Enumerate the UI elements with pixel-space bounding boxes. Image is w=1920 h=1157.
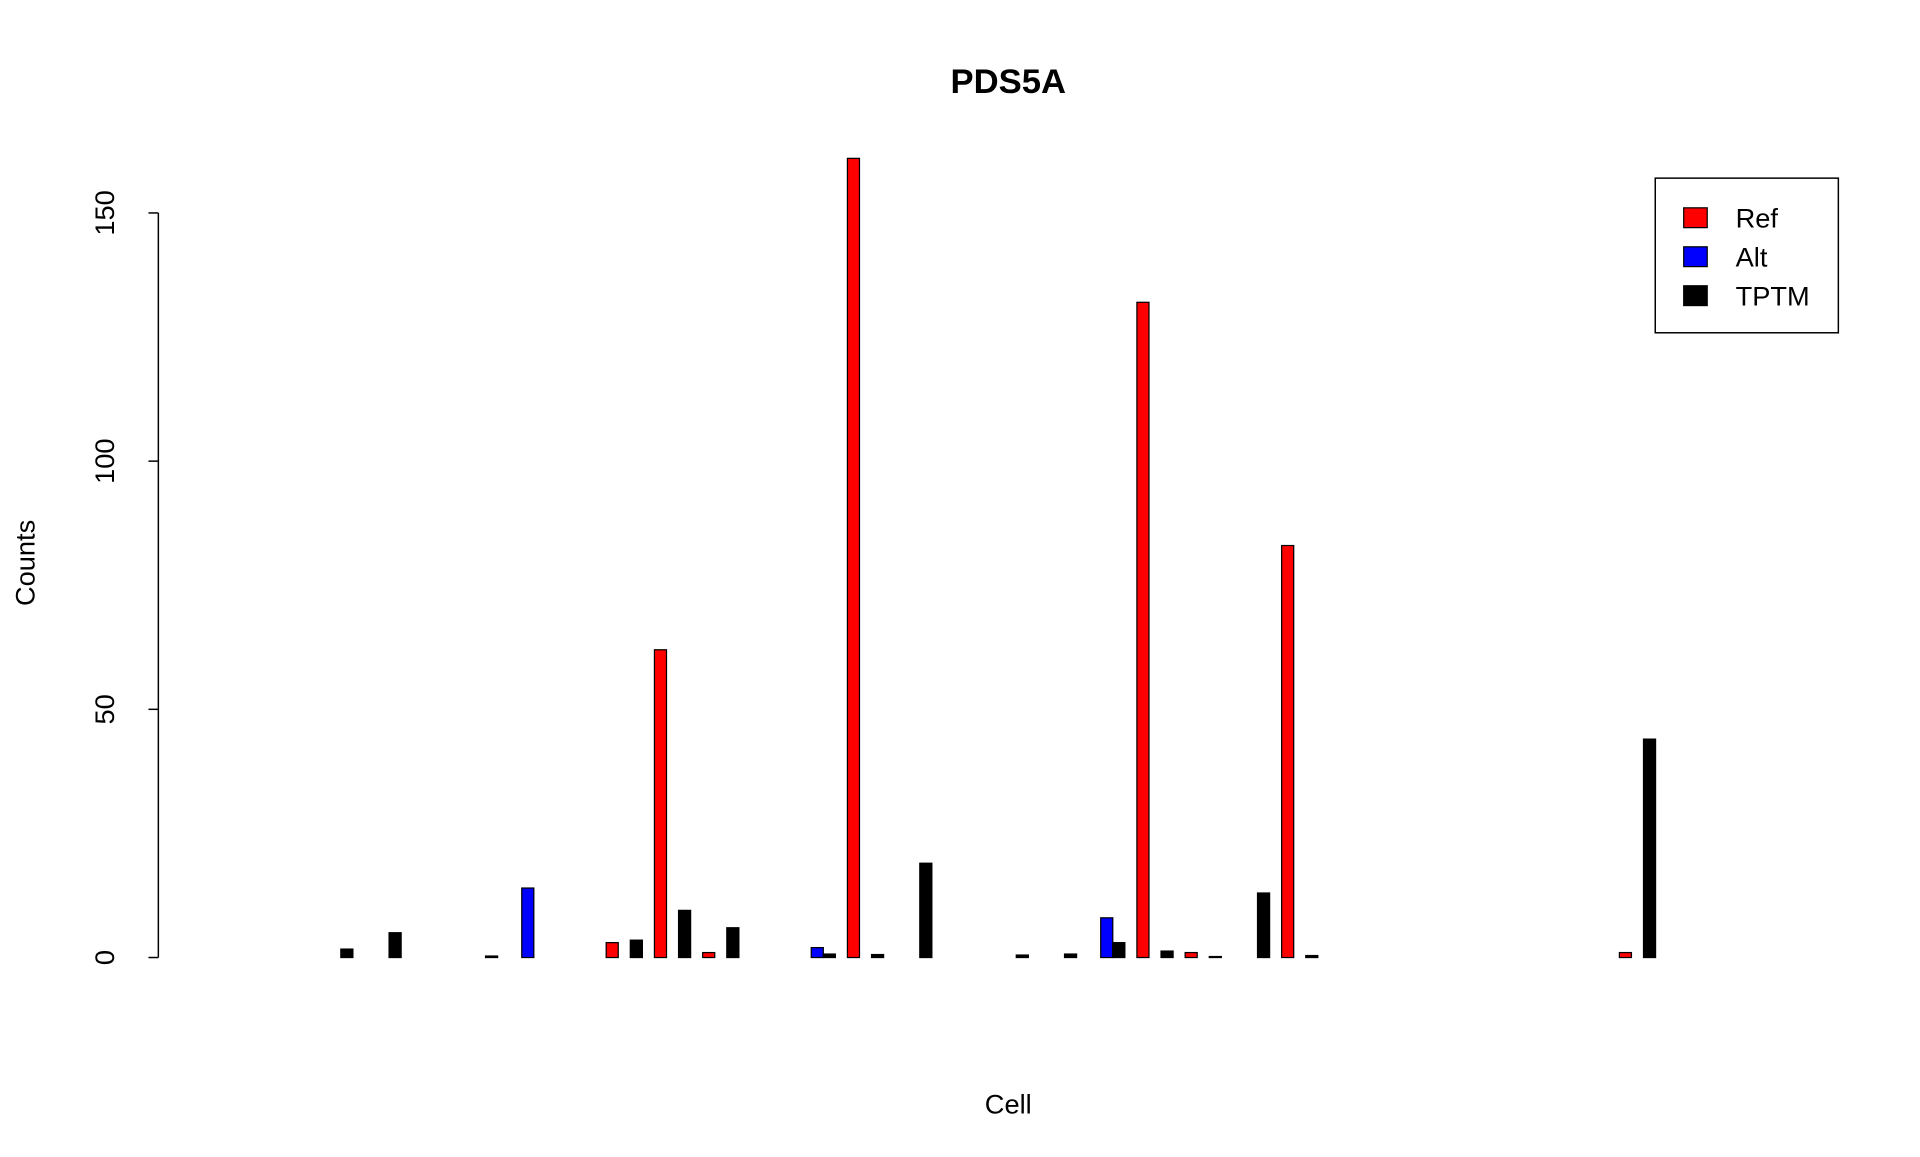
bar [1136, 301, 1150, 959]
bar [822, 953, 836, 959]
bar [521, 887, 535, 959]
bar [1160, 950, 1174, 959]
bar [484, 955, 499, 959]
bar [870, 953, 885, 959]
bar [1642, 738, 1657, 959]
legend-swatch [1683, 285, 1708, 307]
y-tick-label: 100 [89, 438, 120, 483]
bar [726, 927, 740, 959]
bar [702, 951, 716, 959]
bar [677, 909, 692, 959]
chart-title: PDS5A [951, 63, 1066, 101]
bar [1184, 951, 1198, 959]
legend-label: Ref [1736, 203, 1779, 234]
bar [1281, 544, 1295, 959]
bar [1208, 955, 1222, 959]
bar [1618, 951, 1633, 959]
bar [388, 932, 402, 959]
y-tick-label: 150 [89, 190, 120, 235]
bar [1100, 917, 1114, 959]
bar [1112, 942, 1126, 959]
bar [810, 946, 824, 959]
bar [1015, 954, 1029, 959]
bar [919, 862, 933, 959]
bar [846, 157, 861, 959]
y-axis-label: Counts [10, 520, 41, 606]
bar [1063, 953, 1078, 959]
bar [1305, 954, 1319, 959]
legend-swatch [1683, 246, 1708, 268]
bar [340, 948, 354, 959]
bar [653, 649, 668, 959]
bar [605, 942, 619, 959]
x-axis-label: Cell [985, 1088, 1032, 1119]
y-tick-label: 0 [89, 950, 120, 965]
legend-label: TPTM [1736, 281, 1810, 312]
legend-label: Alt [1736, 242, 1768, 273]
legend-swatch [1683, 207, 1708, 229]
bar [1256, 892, 1271, 959]
y-tick-label: 50 [89, 694, 120, 724]
bar [629, 939, 643, 959]
